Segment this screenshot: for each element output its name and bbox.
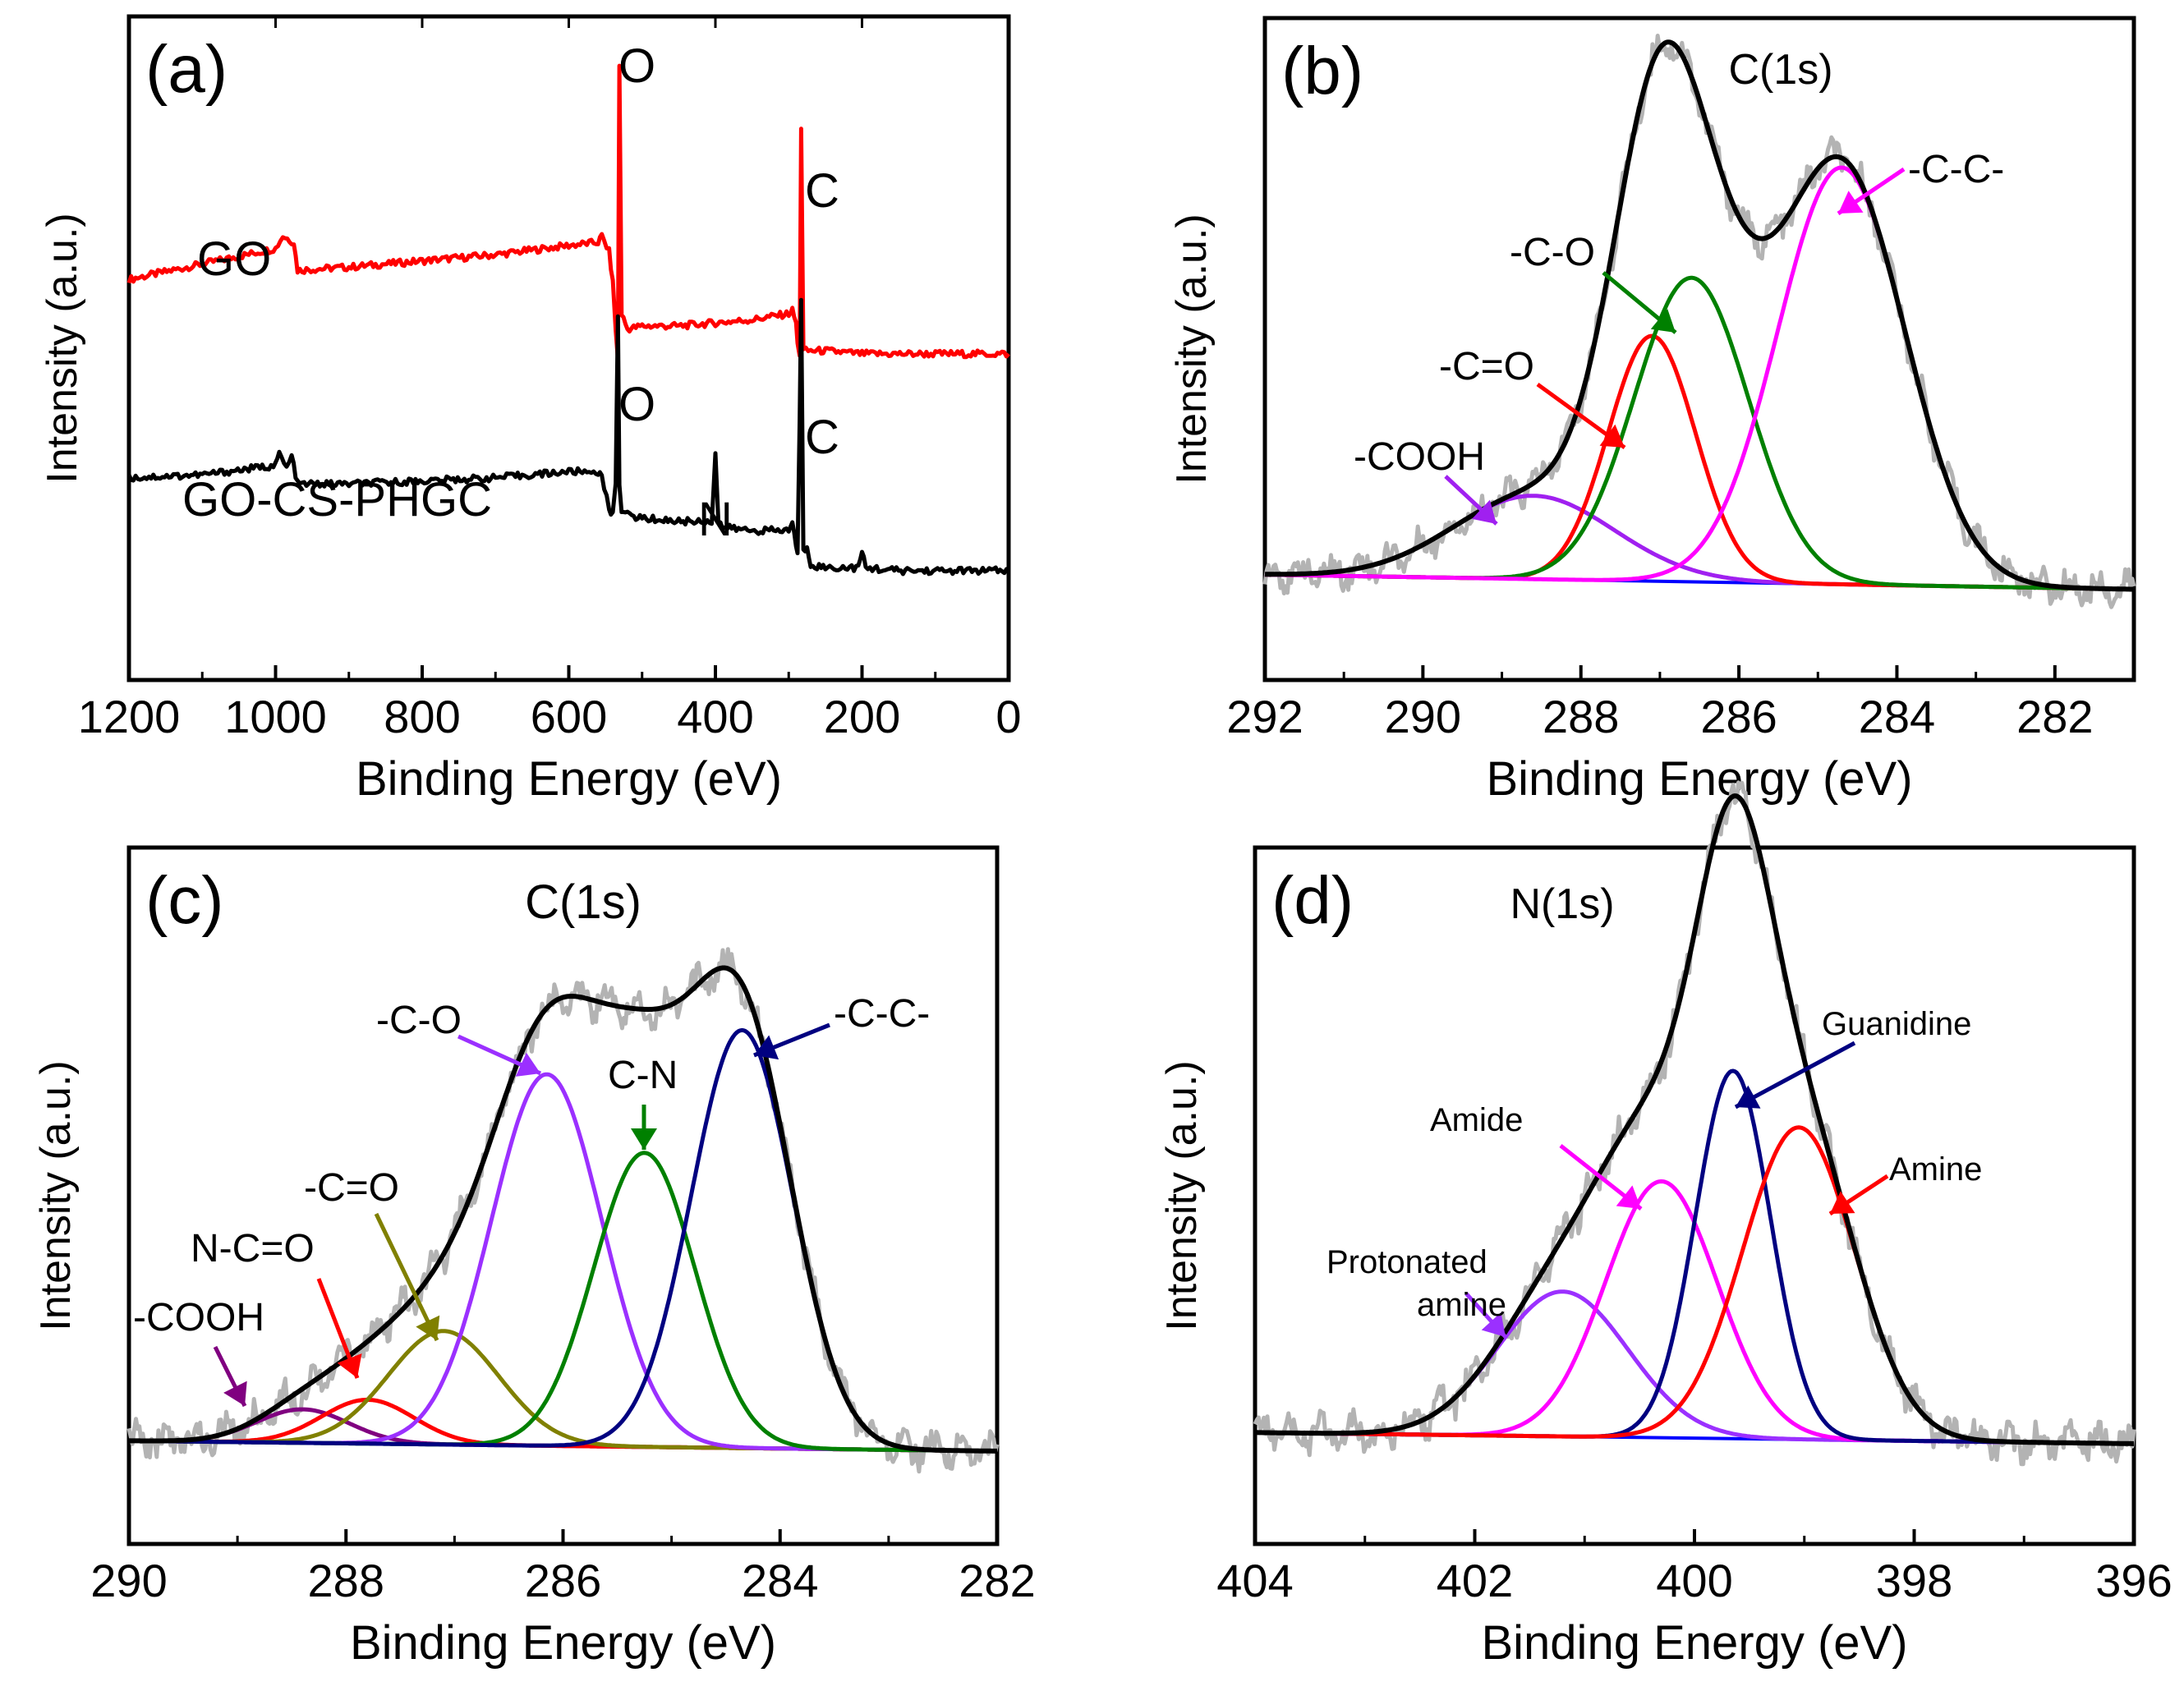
x-tick-label: 290	[1385, 691, 1461, 742]
peak-label: O	[618, 39, 655, 93]
component-label: C-N	[608, 1054, 678, 1097]
component-label: Amine	[1889, 1151, 1982, 1188]
panel-c: 290 288 286 284 282 Binding Energy (eV) Intens…	[32, 845, 1036, 1670]
peak-label: N	[698, 493, 733, 546]
y-axis-title: Intensity (a.u.)	[39, 213, 86, 483]
panel-label: (d)	[1271, 863, 1354, 938]
component-label: -C-C-	[834, 992, 930, 1036]
x-tick-label: 282	[959, 1555, 1035, 1606]
annotation-arrow	[1734, 1041, 1856, 1110]
component-label: -COOH	[1354, 435, 1485, 479]
plot-frame	[1262, 16, 2136, 682]
raw-data-line	[1262, 34, 2136, 609]
panel-label: (b)	[1281, 34, 1363, 108]
component-label: -COOH	[133, 1296, 264, 1339]
y-axis-title: Intensity (a.u.)	[1168, 214, 1216, 484]
component-label: Guanidine	[1822, 1006, 1971, 1042]
arrow-head-icon	[754, 1035, 779, 1060]
y-axis-title: Intensity (a.u.)	[32, 1060, 80, 1330]
component-label: -C=O	[1439, 345, 1534, 388]
arrow-head-icon	[515, 1052, 540, 1077]
component-label: -C-O	[376, 999, 462, 1042]
x-tick-label: 284	[1859, 691, 1935, 742]
series-line-go	[126, 63, 1010, 361]
arrow-head-icon	[223, 1381, 247, 1406]
x-tick-label: 402	[1437, 1555, 1513, 1606]
panel-a: 1200 1000 800 600 400 200 0 Binding Energy (eV)…	[39, 14, 1022, 806]
component-label: -C-O	[1510, 231, 1595, 274]
envelope-fit-line	[128, 965, 998, 1454]
component-peak-3	[1264, 165, 2135, 591]
x-axis-title: Binding Energy (eV)	[1486, 752, 1912, 806]
x-tick-label: 1000	[224, 691, 327, 742]
arrow-head-icon	[416, 1315, 440, 1340]
arrow-head-icon	[1830, 1191, 1855, 1214]
chart-title: C(1s)	[1728, 46, 1832, 94]
arrow-head-icon	[1838, 191, 1864, 214]
arrow-head-icon	[1481, 1312, 1506, 1337]
x-tick-label: 398	[1876, 1555, 1952, 1606]
panel-b: 292 290 288 286 284 282 Binding Energy (eV) Int…	[1168, 16, 2136, 806]
panel-d: 404 402 400 398 396 Binding Energy (eV) Intens…	[1158, 780, 2173, 1670]
x-tick-label: 288	[308, 1555, 384, 1606]
arrow-head-icon	[1736, 1085, 1761, 1109]
x-tick-label: 200	[824, 691, 900, 742]
arrow-head-icon	[1616, 1185, 1641, 1209]
arrow-head-icon	[337, 1353, 362, 1378]
x-tick-label: 282	[2016, 691, 2093, 742]
x-tick-label: 404	[1216, 1555, 1293, 1606]
x-tick-label: 286	[1700, 691, 1777, 742]
x-tick-label: 600	[531, 691, 607, 742]
x-tick-label: 1200	[78, 691, 181, 742]
series-line-go-cs-phgc	[126, 297, 1010, 577]
peak-label: C	[805, 164, 839, 218]
x-axis-title: Binding Energy (eV)	[350, 1616, 776, 1670]
arrow-head-icon	[631, 1128, 657, 1150]
x-tick-label: 290	[90, 1555, 167, 1606]
x-axis-title: Binding Energy (eV)	[1481, 1616, 1907, 1670]
x-tick-label: 0	[995, 691, 1021, 742]
plot-frame	[126, 14, 1011, 682]
component-label: N-C=O	[191, 1227, 315, 1270]
component-label: Amide	[1430, 1102, 1523, 1138]
annotation-arrow	[374, 1212, 439, 1342]
x-tick-label: 396	[2095, 1555, 2172, 1606]
peak-label: O	[618, 378, 655, 431]
y-axis-title: Intensity (a.u.)	[1158, 1060, 1206, 1330]
x-tick-label: 400	[1656, 1555, 1732, 1606]
envelope-fit-line	[1264, 39, 2135, 592]
component-label: amine	[1417, 1287, 1506, 1323]
panel-label: (a)	[145, 32, 228, 107]
envelope-fit-line	[1254, 793, 2135, 1446]
arrow-head-icon	[1650, 309, 1676, 333]
x-axis-title: Binding Energy (eV)	[356, 752, 782, 806]
component-label: Protonated	[1326, 1244, 1487, 1280]
panel-label: (c)	[145, 863, 224, 938]
peak-label: C	[805, 411, 839, 464]
chart-title: N(1s)	[1510, 880, 1614, 928]
x-tick-label: 400	[677, 691, 753, 742]
x-tick-label: 286	[525, 1555, 601, 1606]
raw-data-line	[1253, 780, 2136, 1467]
arrow-head-icon	[1599, 424, 1625, 448]
component-peak-0	[1254, 1289, 2135, 1446]
component-label: -C=O	[304, 1166, 399, 1210]
component-peak-2	[1264, 275, 2135, 591]
component-label: -C-C-	[1908, 148, 2004, 191]
chart-title: C(1s)	[525, 875, 641, 929]
x-tick-label: 284	[742, 1555, 818, 1606]
arrow-head-icon	[1472, 499, 1497, 524]
component-peak-3	[1254, 1125, 2135, 1446]
peak-label: GO-CS-PHGC	[182, 473, 492, 526]
x-tick-label: 800	[384, 691, 460, 742]
x-tick-label: 288	[1543, 691, 1619, 742]
x-tick-label: 292	[1226, 691, 1303, 742]
peak-label: GO	[197, 232, 271, 286]
